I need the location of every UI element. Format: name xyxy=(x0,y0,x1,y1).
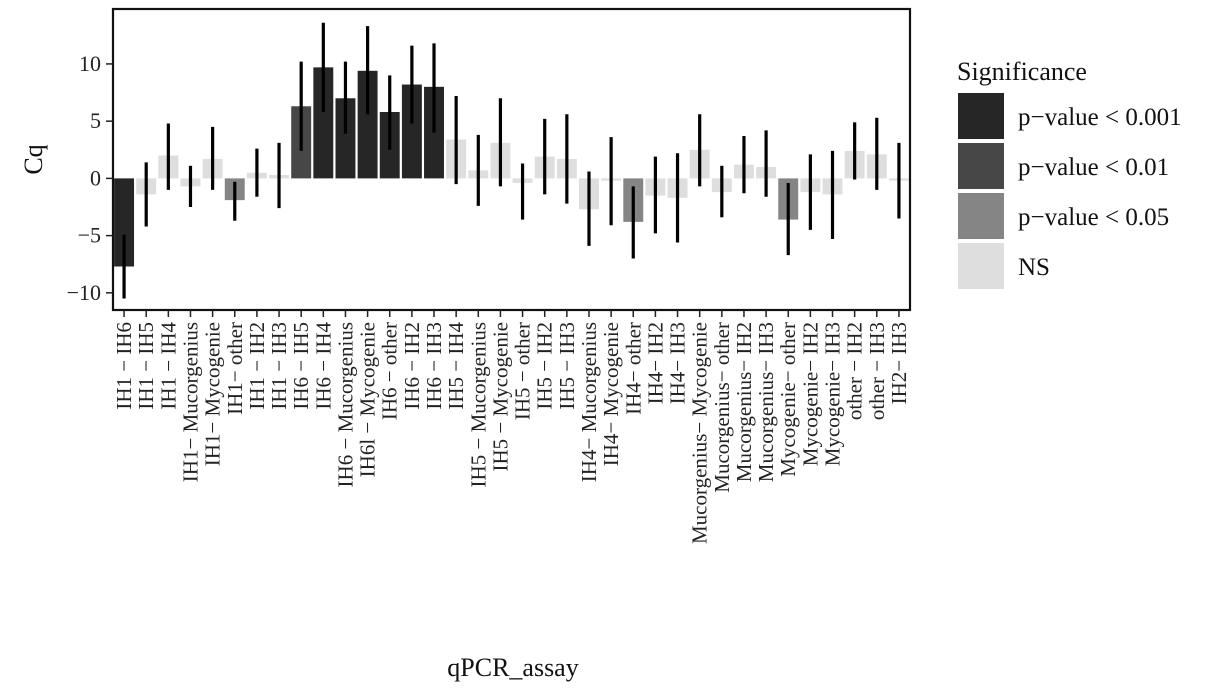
x-tick-label: IH6 − IH5 xyxy=(289,322,313,410)
x-tick-label: IH6 − IH3 xyxy=(422,322,446,410)
x-tick-label: IH1 − IH6 xyxy=(112,322,136,410)
legend-key-2 xyxy=(958,143,1004,189)
bar-12 xyxy=(357,70,378,179)
x-tick-label: IH4− IH2 xyxy=(643,322,667,404)
x-tick-label: IH5 − IH2 xyxy=(533,322,557,410)
legend-key-3 xyxy=(958,193,1004,239)
x-tick-label: other − IH2 xyxy=(843,322,867,420)
x-tick-label: IH1− Mucorgenius xyxy=(178,322,202,482)
x-tick-label: IH5 − Mycogenie xyxy=(488,322,512,471)
x-tick-label: IH5 − IH3 xyxy=(555,322,579,410)
x-tick-label: IH1− other xyxy=(223,322,247,415)
y-axis-title: Cq xyxy=(19,144,48,174)
x-tick-label: Mycogenie− IH3 xyxy=(821,322,845,466)
legend-label-2: p−value < 0.01 xyxy=(1018,154,1169,181)
x-tick-label: Mucorgenius− Mycogenie xyxy=(688,322,712,544)
plot-panel-border xyxy=(111,7,912,312)
x-tick-label: IH4− other xyxy=(621,322,645,415)
legend-label-1: p−value < 0.001 xyxy=(1018,104,1182,131)
bar-10 xyxy=(313,67,334,179)
bar-14 xyxy=(401,84,422,179)
y-tick-label: −10 xyxy=(67,280,101,305)
x-tick-label: IH4− IH3 xyxy=(666,322,690,404)
x-tick-label: Mycogenie− other xyxy=(776,322,800,477)
x-tick-label: Mucorgenius− IH3 xyxy=(754,322,778,482)
x-tick-label: IH6 − IH2 xyxy=(400,322,424,410)
x-tick-label: Mycogenie− IH2 xyxy=(798,322,822,466)
x-axis-title: qPCR_assay xyxy=(447,653,578,682)
y-tick-label: 0 xyxy=(90,165,101,190)
x-tick-label: IH6 − IH4 xyxy=(311,322,335,410)
x-tick-label: IH1 − IH5 xyxy=(134,322,158,410)
legend-label-4: NS xyxy=(1018,254,1050,281)
y-tick-label: −5 xyxy=(78,223,101,248)
legend-label-3: p−value < 0.05 xyxy=(1018,204,1169,231)
x-tick-label: IH1− Mycogenie xyxy=(201,322,225,466)
legend-key-1 xyxy=(958,93,1004,139)
x-tick-label: IH5 − other xyxy=(511,322,535,420)
x-tick-label: IH4− Mucorgenius xyxy=(577,322,601,482)
bar-1 xyxy=(114,178,135,267)
x-tick-label: Mucorgenius− IH2 xyxy=(732,322,756,482)
x-tick-label: IH6 − Mucorgenius xyxy=(333,322,357,487)
x-tick-label: other − IH3 xyxy=(865,322,889,420)
x-tick-label: IH6l − Mycogenie xyxy=(356,322,380,477)
bar-11 xyxy=(335,98,356,179)
x-tick-label: IH2− IH3 xyxy=(887,322,911,404)
x-tick-label: Mucorgenius− other xyxy=(710,322,734,493)
x-tick-label: IH4− Mycogenie xyxy=(599,322,623,466)
x-tick-label: IH5 − Mucorgenius xyxy=(466,322,490,487)
y-axis: −10 −5 0 5 10 xyxy=(67,51,113,305)
x-tick-label: IH6 − other xyxy=(378,322,402,420)
legend: Significance p−value < 0.001 p−value < 0.… xyxy=(957,57,1182,289)
legend-key-4 xyxy=(958,243,1004,289)
error-bars-layer xyxy=(122,22,901,299)
x-tick-label: IH1 − IH4 xyxy=(156,322,180,410)
x-tick-label: IH1 − IH3 xyxy=(267,322,291,410)
x-tick-label: IH5 − IH4 xyxy=(444,322,468,410)
legend-title: Significance xyxy=(957,57,1087,86)
x-tick-label: IH1 − IH2 xyxy=(245,322,269,410)
y-tick-label: 5 xyxy=(90,108,101,133)
y-tick-label: 10 xyxy=(79,51,101,76)
